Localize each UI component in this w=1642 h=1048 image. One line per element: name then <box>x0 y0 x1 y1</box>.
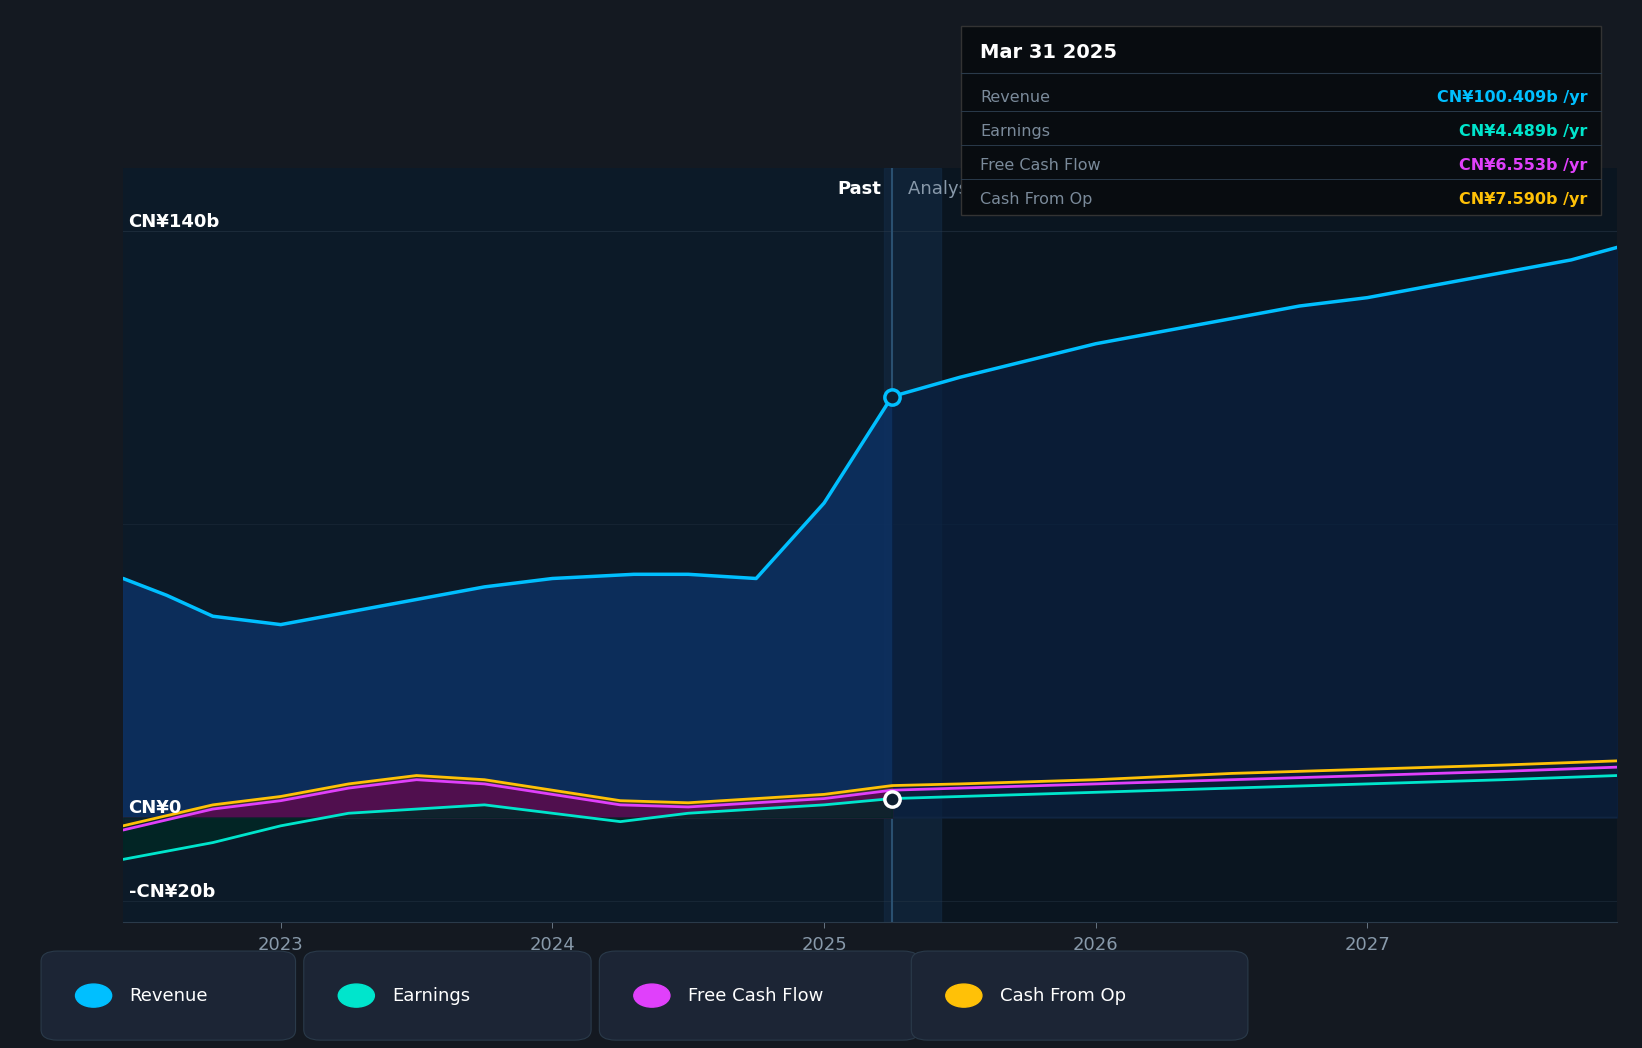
Bar <box>892 168 1617 922</box>
Bar <box>123 168 892 922</box>
Text: CN¥0: CN¥0 <box>128 800 182 817</box>
Text: CN¥6.553b /yr: CN¥6.553b /yr <box>1460 158 1588 173</box>
Text: Analysts Forecasts: Analysts Forecasts <box>908 179 1076 198</box>
Text: CN¥100.409b /yr: CN¥100.409b /yr <box>1437 90 1588 105</box>
Text: Revenue: Revenue <box>130 986 209 1005</box>
Text: Cash From Op: Cash From Op <box>1000 986 1126 1005</box>
Text: Free Cash Flow: Free Cash Flow <box>688 986 823 1005</box>
Text: Mar 31 2025: Mar 31 2025 <box>980 43 1117 62</box>
Text: Earnings: Earnings <box>980 124 1051 138</box>
Text: CN¥140b: CN¥140b <box>128 213 220 231</box>
Text: Cash From Op: Cash From Op <box>980 192 1092 206</box>
Text: Past: Past <box>837 179 882 198</box>
Text: Earnings: Earnings <box>392 986 471 1005</box>
Text: CN¥7.590b /yr: CN¥7.590b /yr <box>1460 192 1588 206</box>
Bar <box>883 168 941 922</box>
Text: CN¥4.489b /yr: CN¥4.489b /yr <box>1460 124 1588 138</box>
Text: Free Cash Flow: Free Cash Flow <box>980 158 1100 173</box>
Text: Revenue: Revenue <box>980 90 1051 105</box>
Text: -CN¥20b: -CN¥20b <box>128 883 215 901</box>
